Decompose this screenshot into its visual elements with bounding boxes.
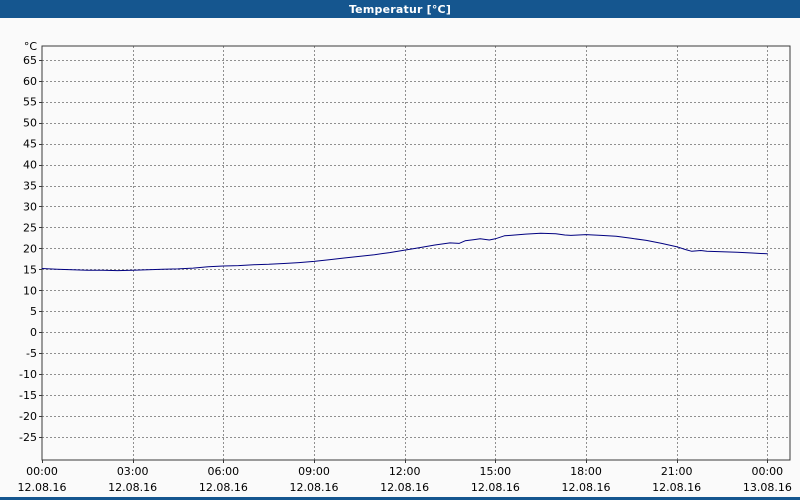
- y-axis-label: 50: [23, 117, 37, 130]
- x-axis-date-label: 12.08.16: [471, 481, 520, 494]
- temperature-chart: -25 -20 -15 -10 -5 0 5 10 15 20 25 30 35 40 45 50 55 60 65…: [0, 18, 800, 497]
- chart-area: -25 -20 -15 -10 -5 0 5 10 15 20 25 30 35 40 45 50 55 60 65…: [0, 18, 800, 497]
- temperature-series-line: [41, 232, 768, 272]
- x-axis-date-label: 12.08.16: [199, 481, 248, 494]
- y-axis-label: 10: [23, 284, 37, 297]
- x-axis-date-label: 12.08.16: [380, 481, 429, 494]
- window-title-bar: Temperatur [°C]: [0, 0, 800, 18]
- x-axis-date-label: 12.08.16: [290, 481, 339, 494]
- y-axis-label: 65: [23, 54, 37, 67]
- y-axis-label: 0: [30, 326, 37, 339]
- y-axis-label: 45: [23, 138, 37, 151]
- chart-background: [0, 18, 800, 497]
- x-axis-date-label: 12.08.16: [18, 481, 67, 494]
- x-axis-time-label: 18:00: [570, 465, 602, 478]
- y-axis-unit-label: °C: [24, 40, 38, 53]
- y-axis-label: -15: [19, 389, 37, 402]
- x-axis-date-label: 13.08.16: [743, 481, 792, 494]
- x-axis-date-label: 12.08.16: [652, 481, 701, 494]
- x-axis-time-label: 06:00: [207, 465, 239, 478]
- x-axis-time-label: 12:00: [389, 465, 421, 478]
- y-axis-label: 20: [23, 242, 37, 255]
- plot-border: [41, 45, 791, 461]
- y-axis-label: 25: [23, 221, 37, 234]
- y-axis-label: -5: [26, 347, 37, 360]
- y-axis-label: 35: [23, 180, 37, 193]
- y-axis-label: -20: [19, 410, 37, 423]
- x-axis-time-label: 00:00: [26, 465, 58, 478]
- x-axis-date-label: 12.08.16: [562, 481, 611, 494]
- y-axis-label: -10: [19, 368, 37, 381]
- x-axis-time-label: 21:00: [661, 465, 693, 478]
- x-axis-date-label: 12.08.16: [108, 481, 157, 494]
- x-axis-time-label: 09:00: [298, 465, 330, 478]
- y-axis-label: 60: [23, 75, 37, 88]
- x-axis-time-label: 00:00: [751, 465, 783, 478]
- y-axis-label: 5: [30, 305, 37, 318]
- x-axis-time-label: 03:00: [117, 465, 149, 478]
- y-axis-label: 55: [23, 96, 37, 109]
- y-axis-label: 30: [23, 200, 37, 213]
- x-axis-time-label: 15:00: [479, 465, 511, 478]
- window-title: Temperatur [°C]: [348, 2, 452, 16]
- y-axis-label: -25: [19, 431, 37, 444]
- y-axis-label: 15: [23, 263, 37, 276]
- y-axis-label: 40: [23, 159, 37, 172]
